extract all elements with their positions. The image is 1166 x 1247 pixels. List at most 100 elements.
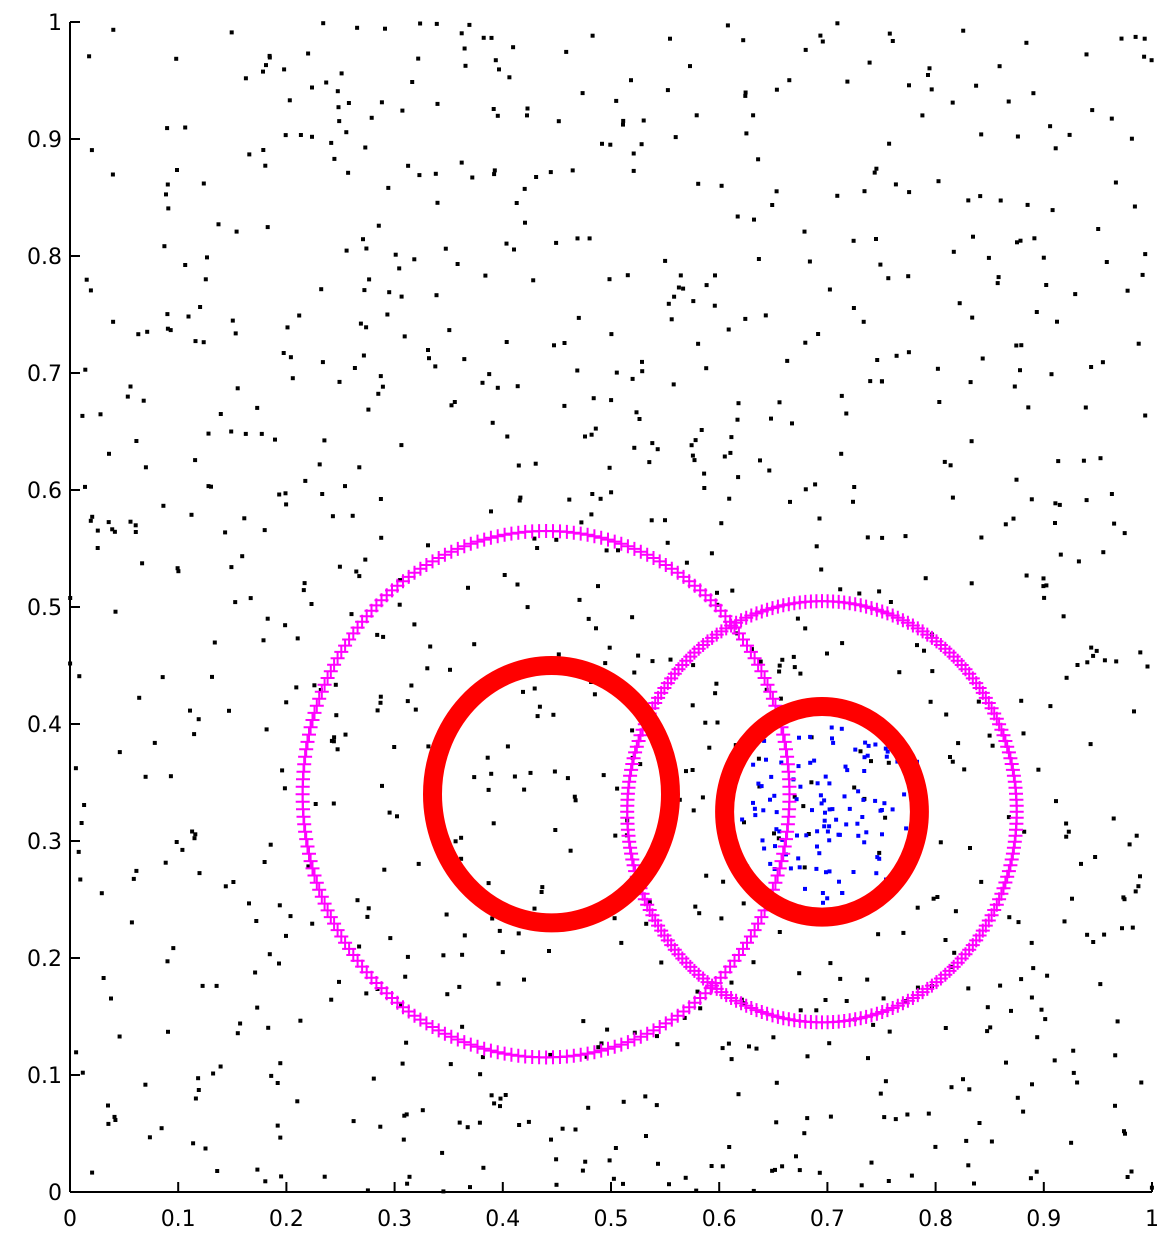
background-point — [547, 949, 551, 953]
background-point — [802, 229, 807, 234]
outer-circle-1-marker — [776, 727, 791, 742]
background-point — [297, 313, 302, 318]
background-point — [869, 1160, 874, 1165]
y-tick-label: 0.5 — [27, 596, 62, 621]
background-point — [262, 528, 267, 533]
background-point — [695, 989, 700, 994]
cluster-point — [797, 735, 801, 740]
background-point — [540, 885, 545, 890]
background-point — [363, 557, 368, 562]
background-point — [997, 64, 1002, 69]
background-point — [1142, 54, 1147, 59]
background-point — [638, 762, 643, 767]
background-point — [772, 831, 776, 836]
cluster-point — [803, 886, 807, 891]
background-point — [107, 451, 111, 456]
background-point — [562, 341, 567, 345]
background-point — [261, 148, 266, 152]
outer-circle-1-marker — [425, 1020, 440, 1034]
background-point — [283, 623, 288, 628]
outer-circle-1-marker — [607, 534, 622, 549]
background-point — [598, 496, 603, 501]
background-point — [909, 1173, 914, 1178]
cluster-point — [866, 743, 871, 748]
background-point — [490, 916, 495, 921]
background-point — [193, 1096, 198, 1101]
background-point — [814, 1008, 819, 1013]
background-point — [511, 45, 516, 50]
background-point — [1073, 292, 1078, 297]
background-point — [462, 357, 467, 362]
background-point — [143, 1082, 148, 1087]
background-point — [163, 860, 168, 865]
background-point — [216, 222, 221, 227]
background-point — [903, 534, 908, 539]
background-point — [337, 119, 342, 124]
background-point — [1111, 816, 1116, 821]
background-point — [433, 171, 438, 176]
background-point — [621, 122, 625, 127]
background-point — [1025, 202, 1030, 207]
background-point — [1091, 653, 1096, 658]
background-point — [790, 421, 794, 426]
background-point — [1024, 573, 1029, 578]
background-point — [1044, 583, 1049, 588]
background-point — [165, 326, 170, 331]
cluster-point — [822, 798, 827, 803]
background-point — [413, 707, 418, 712]
background-point — [980, 356, 985, 361]
background-point — [587, 236, 592, 241]
background-point — [684, 560, 689, 565]
background-point — [277, 903, 282, 908]
outer-circle-1-marker — [497, 1046, 512, 1061]
background-point — [554, 1157, 559, 1162]
background-point — [505, 434, 510, 439]
background-point — [636, 653, 641, 658]
outer-circle-2-marker — [625, 757, 640, 771]
background-point — [333, 682, 338, 687]
background-point — [261, 638, 266, 643]
outer-circle-1-marker — [780, 824, 795, 839]
outer-circle-2-marker — [1004, 852, 1019, 867]
background-point — [263, 1179, 268, 1184]
cluster-point — [851, 870, 856, 874]
background-point — [243, 76, 248, 81]
background-point — [165, 182, 170, 187]
cluster-point — [818, 793, 823, 798]
background-point — [1145, 664, 1150, 669]
outer-circle-1-marker — [320, 903, 335, 918]
background-point — [719, 916, 724, 921]
background-point — [74, 1050, 79, 1055]
outer-circle-2-marker — [996, 728, 1011, 743]
background-point — [532, 536, 537, 541]
background-point — [404, 1112, 409, 1117]
background-point — [1122, 531, 1127, 536]
background-point — [386, 185, 391, 190]
background-point — [788, 499, 792, 504]
background-point — [486, 787, 491, 792]
background-point — [928, 699, 933, 704]
background-point — [203, 1146, 208, 1151]
background-point — [284, 502, 289, 507]
background-point — [183, 125, 188, 130]
cluster-point — [830, 807, 835, 812]
cluster-point — [773, 844, 777, 849]
cluster-point — [815, 829, 820, 834]
background-point — [751, 113, 756, 118]
background-point — [655, 1034, 659, 1039]
background-point — [978, 194, 983, 199]
outer-circle-1-marker — [431, 1023, 446, 1038]
background-point — [969, 581, 974, 586]
background-point — [727, 496, 732, 501]
background-point — [549, 1137, 553, 1142]
outer-circle-1-marker — [640, 1026, 655, 1041]
outer-circle-1-marker — [607, 1039, 622, 1054]
background-point — [532, 906, 537, 911]
background-point — [434, 21, 439, 26]
background-point — [516, 463, 521, 468]
background-point — [707, 745, 712, 750]
background-point — [507, 75, 512, 80]
background-point — [1064, 675, 1069, 680]
outer-circle-2-marker — [1001, 864, 1016, 879]
background-point — [1132, 204, 1137, 209]
